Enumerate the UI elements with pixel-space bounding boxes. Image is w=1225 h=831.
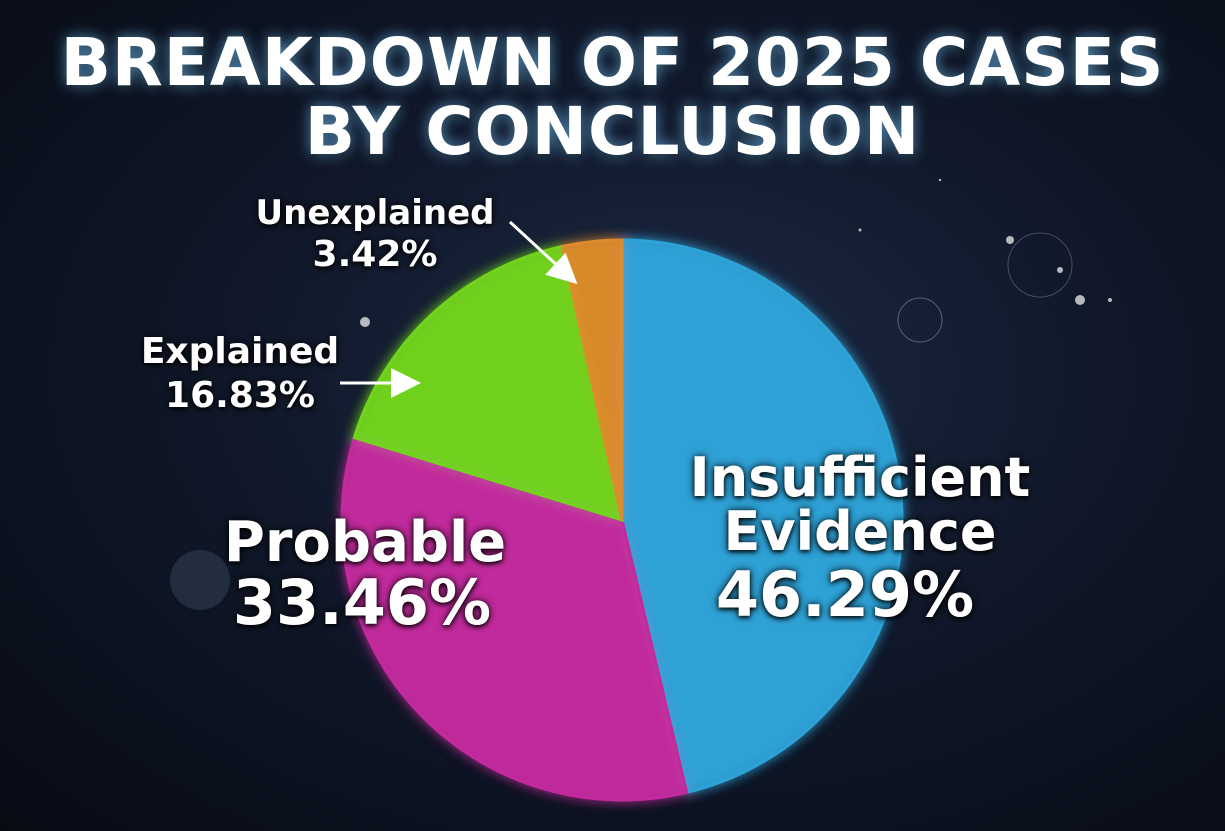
pie-slice [620, 238, 904, 795]
value-label: 16.83% [165, 375, 315, 416]
pie-slice [340, 435, 689, 802]
slice-label: Unexplained [255, 193, 495, 233]
arrow [508, 220, 578, 285]
slice-label: Explained [140, 331, 340, 372]
decor [170, 178, 1112, 610]
value-label: 33.46% [232, 566, 492, 639]
value-label: 46.29% [715, 558, 975, 631]
pie [340, 238, 904, 802]
pie-slice [560, 238, 624, 521]
slice-label: Insufficient Evidence [689, 446, 1031, 563]
chart-title: BREAKDOWN OF 2025 CASES BY CONCLUSION [60, 24, 1165, 171]
pie-slice [352, 244, 625, 523]
value-label: 3.42% [312, 234, 438, 275]
slice-label: Probable [223, 510, 507, 575]
